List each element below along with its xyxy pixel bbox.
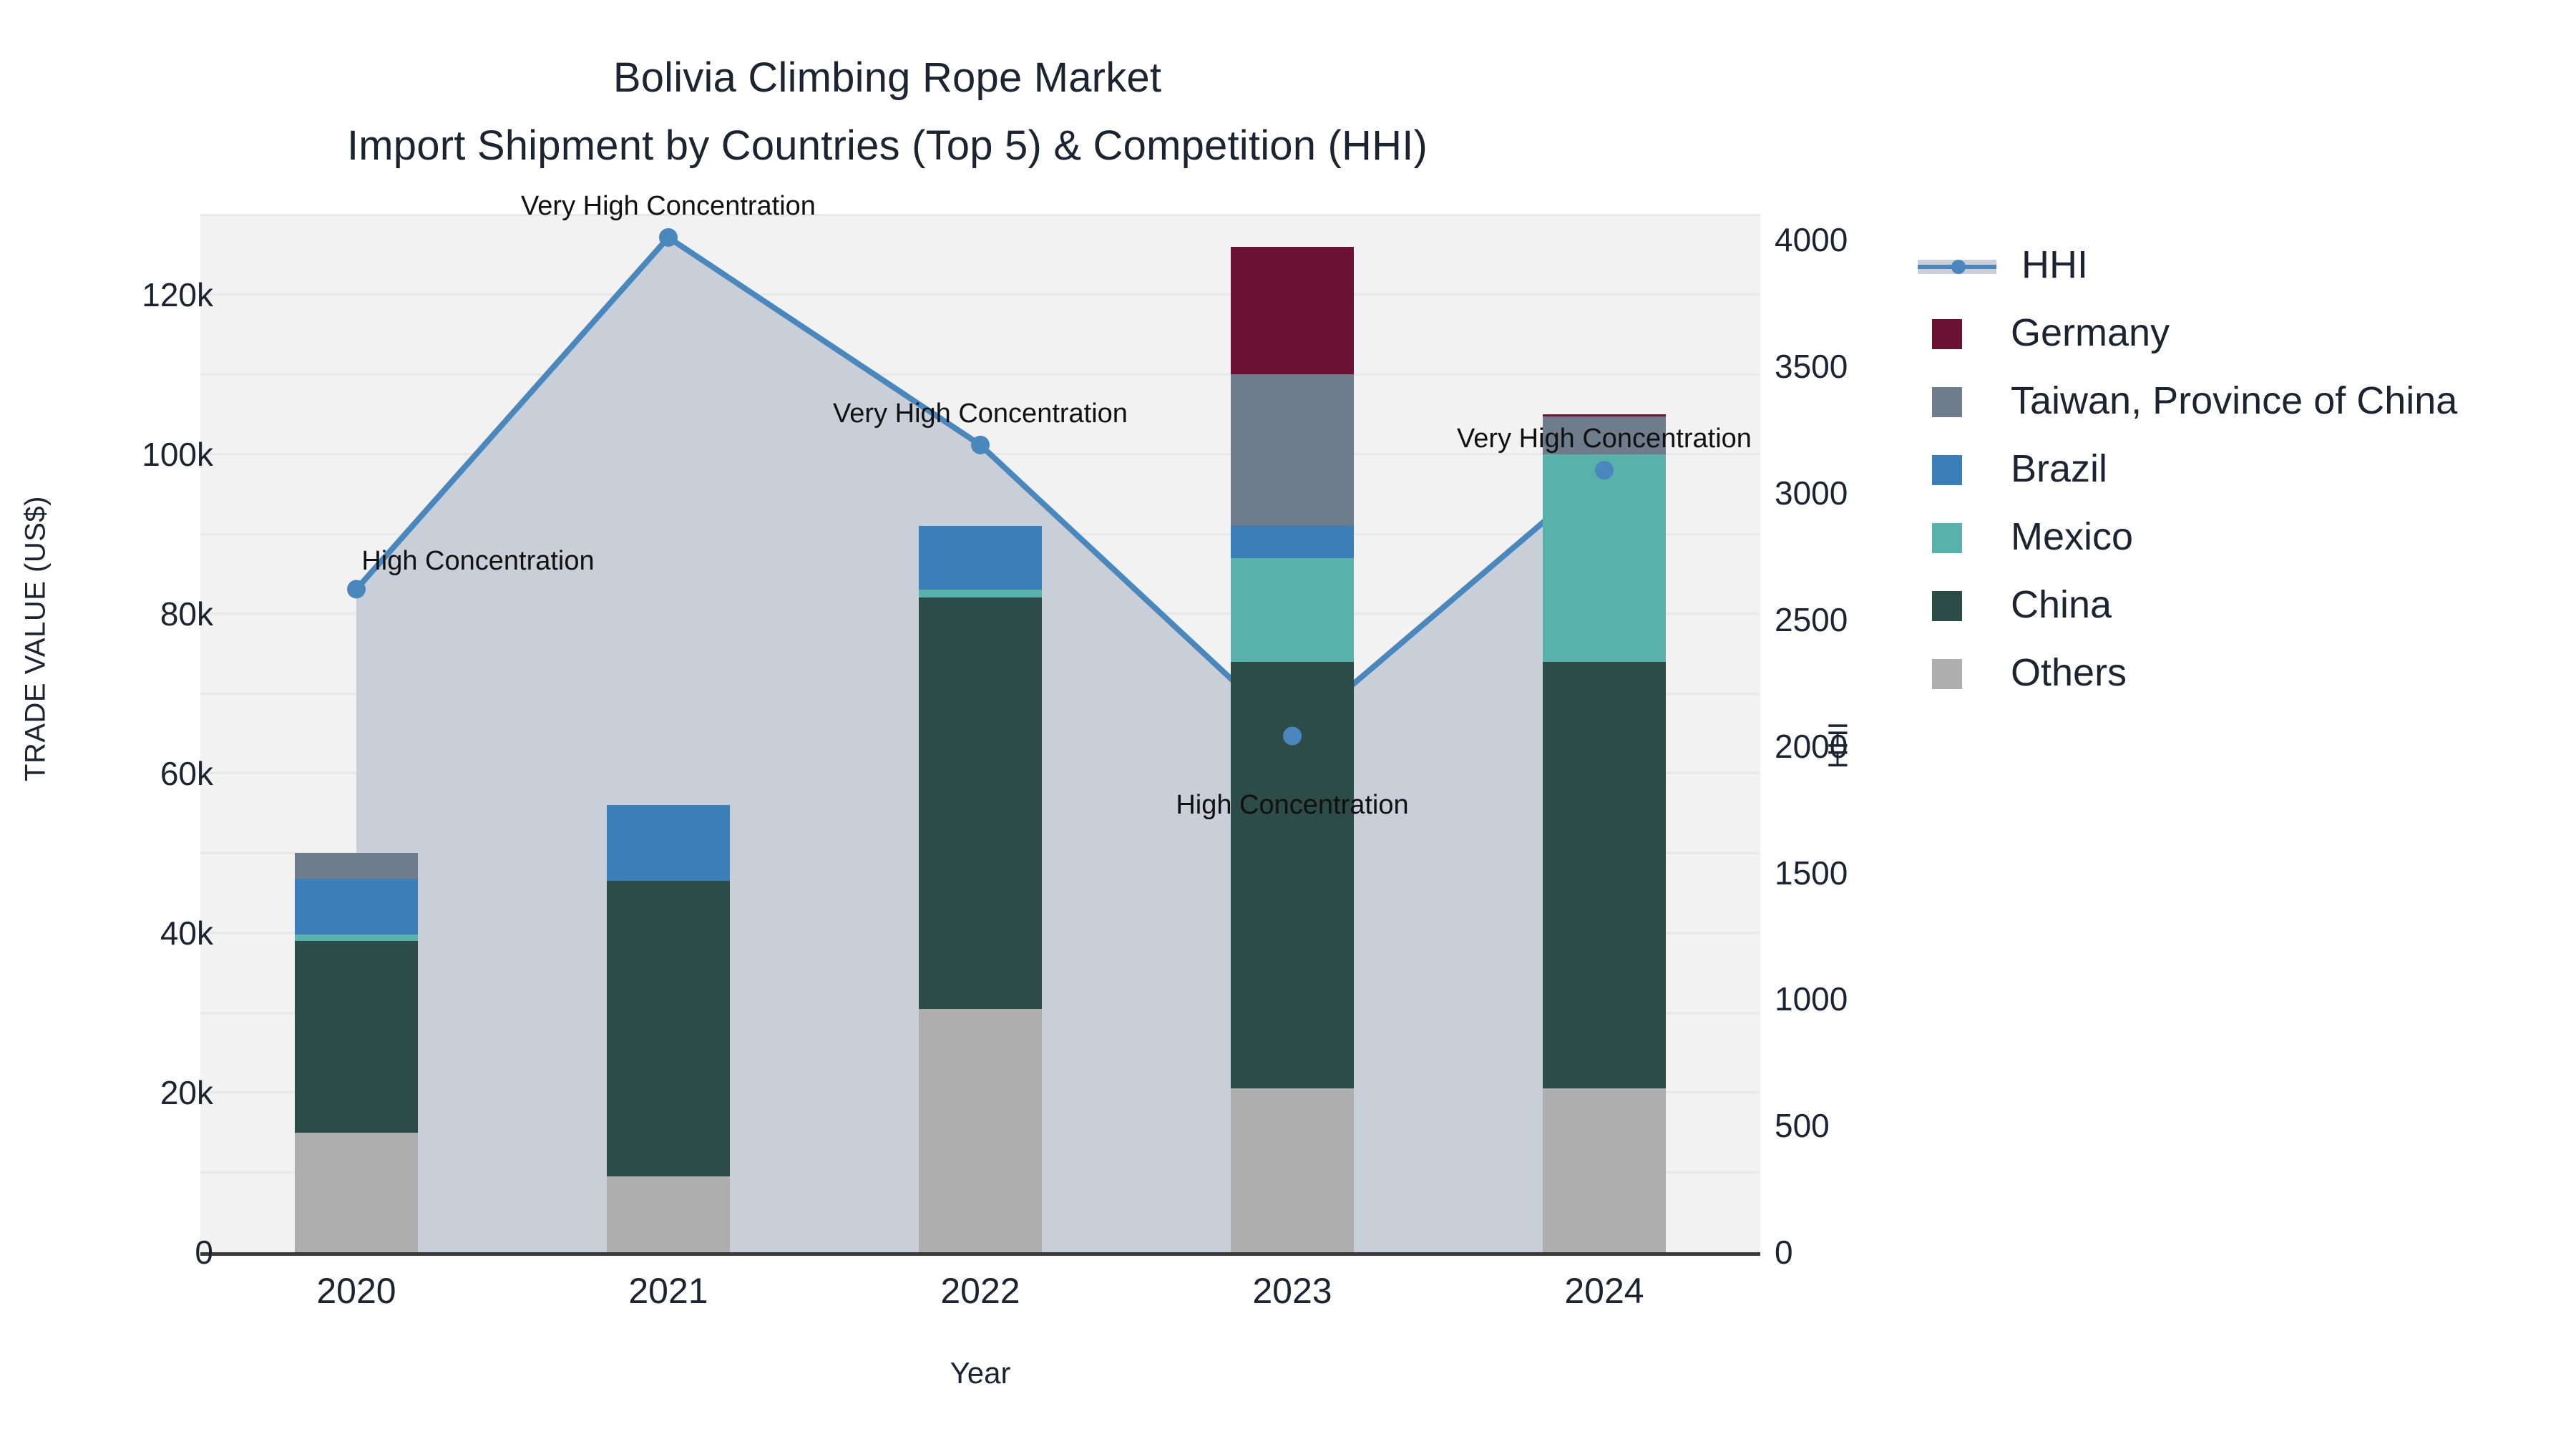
- bar-segment[interactable]: [295, 1132, 418, 1252]
- annotation-2020: High Concentration: [361, 546, 595, 577]
- y-right-tick: 1500: [1775, 854, 1848, 892]
- x-tick-2020: 2020: [316, 1271, 396, 1311]
- bar-segment[interactable]: [919, 1008, 1042, 1252]
- bar-segment[interactable]: [607, 881, 730, 1177]
- chart-title-line1: Bolivia Climbing Rope Market: [613, 54, 1162, 101]
- y-left-tick: 100k: [142, 435, 213, 473]
- x-axis-label: Year: [950, 1356, 1011, 1390]
- y-right-tick: 0: [1775, 1234, 1793, 1271]
- x-tick-2023: 2023: [1252, 1271, 1332, 1311]
- x-tick-2022: 2022: [940, 1271, 1020, 1311]
- y-right-tick: 3500: [1775, 348, 1848, 386]
- legend-label: China: [2011, 583, 2112, 626]
- bar-2023[interactable]: [1231, 215, 1354, 1252]
- plot-area: [200, 213, 1760, 1252]
- bar-segment[interactable]: [1543, 454, 1666, 662]
- bar-segment[interactable]: [1231, 246, 1354, 375]
- legend-swatch-icon: [1932, 319, 1962, 349]
- legend: HHI Germany Taiwan, Province of China Brazi…: [1918, 233, 2562, 708]
- bar-segment[interactable]: [607, 805, 730, 882]
- bar-segment[interactable]: [1231, 557, 1354, 662]
- bar-segment[interactable]: [1231, 374, 1354, 526]
- y-axis-left-label: TRADE VALUE (US$): [19, 496, 52, 781]
- chart-title-subtitle: Import Shipment by Countries (Top 5) & C…: [346, 122, 1428, 169]
- y-left-tick: 60k: [160, 754, 213, 792]
- legend-item-taiwan-province-of-china[interactable]: Taiwan, Province of China: [1932, 369, 2562, 436]
- bar-segment[interactable]: [295, 941, 418, 1133]
- bar-segment[interactable]: [919, 526, 1042, 590]
- annotation-2021: Very High Concentration: [521, 190, 816, 221]
- y-axis-right-label: HHI: [1823, 721, 1854, 769]
- annotation-2024: Very High Concentration: [1457, 424, 1752, 454]
- bar-segment[interactable]: [1543, 414, 1666, 417]
- x-axis-line: [200, 1252, 1760, 1256]
- legend-item-brazil[interactable]: Brazil: [1932, 436, 2562, 504]
- bar-2022[interactable]: [919, 215, 1042, 1252]
- legend-swatch-icon: [1932, 659, 1962, 689]
- y-left-tick: 20k: [160, 1073, 213, 1111]
- gridline: [200, 213, 1760, 216]
- legend-label: Taiwan, Province of China: [2011, 379, 2458, 422]
- legend-label: Brazil: [2011, 447, 2108, 490]
- y-right-tick: 2000: [1775, 727, 1848, 765]
- bar-2020[interactable]: [295, 215, 418, 1252]
- bar-segment[interactable]: [1543, 661, 1666, 1089]
- legend-item-germany[interactable]: Germany: [1932, 301, 2562, 369]
- bar-segment[interactable]: [1231, 526, 1354, 558]
- bar-segment[interactable]: [1543, 416, 1666, 454]
- bar-segment[interactable]: [295, 935, 418, 941]
- bar-segment[interactable]: [1231, 661, 1354, 1089]
- legend-dot-icon: [1951, 260, 1966, 274]
- legend-swatch-icon: [1932, 387, 1962, 417]
- bar-segment[interactable]: [919, 590, 1042, 598]
- bar-segment[interactable]: [1543, 1088, 1666, 1252]
- bar-2021[interactable]: [607, 215, 730, 1252]
- bar-segment[interactable]: [295, 853, 418, 879]
- y-right-tick: 2500: [1775, 600, 1848, 638]
- legend-swatch-icon: [1932, 455, 1962, 485]
- y-left-tick: 0: [195, 1234, 213, 1271]
- legend-item-china[interactable]: China: [1932, 572, 2562, 640]
- y-left-tick: 120k: [142, 275, 213, 313]
- annotation-2023: High Concentration: [1176, 789, 1409, 820]
- legend-label: Others: [2011, 651, 2127, 694]
- legend-swatch-icon: [1932, 523, 1962, 553]
- annotation-2022: Very High Concentration: [833, 398, 1128, 429]
- legend-item-others[interactable]: Others: [1932, 640, 2562, 708]
- bar-segment[interactable]: [607, 1176, 730, 1252]
- x-tick-2021: 2021: [628, 1271, 708, 1311]
- bar-segment[interactable]: [295, 879, 418, 935]
- bar-segment[interactable]: [919, 597, 1042, 1009]
- legend-line-marker-icon: [1918, 251, 2004, 281]
- y-left-tick: 80k: [160, 595, 213, 633]
- y-right-tick: 1000: [1775, 980, 1848, 1018]
- legend-label: Germany: [2011, 311, 2170, 354]
- legend-item-mexico[interactable]: Mexico: [1932, 504, 2562, 572]
- y-right-tick: 500: [1775, 1107, 1830, 1145]
- legend-item-hhi[interactable]: HHI: [1918, 233, 2562, 301]
- gridline: [200, 293, 1760, 296]
- bar-2024[interactable]: [1543, 215, 1666, 1252]
- y-right-tick: 4000: [1775, 221, 1848, 259]
- legend-label: HHI: [2021, 243, 2088, 286]
- bar-segment[interactable]: [1231, 1088, 1354, 1252]
- x-tick-2024: 2024: [1564, 1271, 1644, 1311]
- y-right-tick: 3000: [1775, 474, 1848, 512]
- y-left-tick: 40k: [160, 914, 213, 952]
- legend-label: Mexico: [2011, 515, 2134, 558]
- gridline: [200, 373, 1760, 376]
- legend-swatch-icon: [1932, 591, 1962, 621]
